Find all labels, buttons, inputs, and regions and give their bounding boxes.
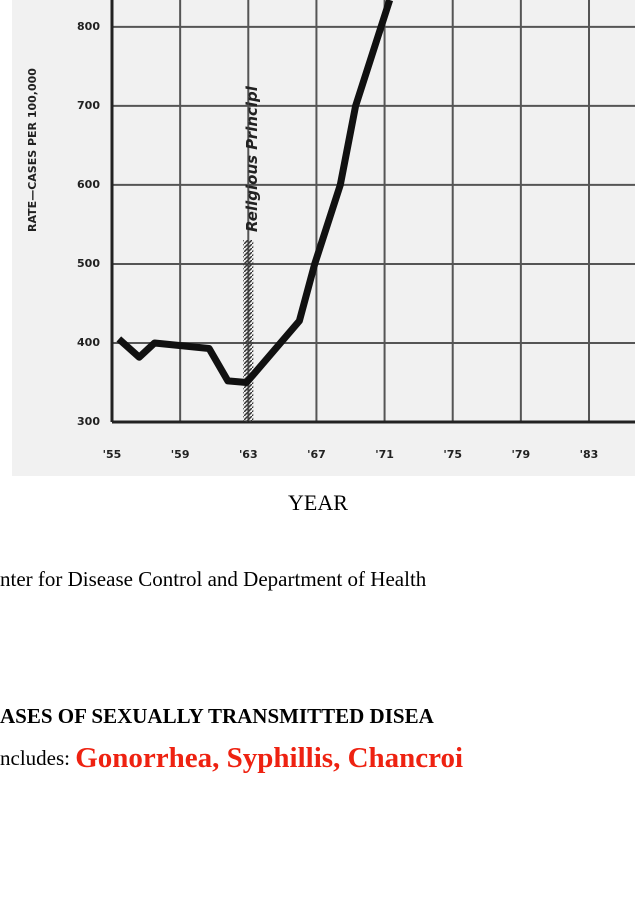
- x-tick-label: '63: [239, 448, 258, 461]
- data-line: [116, 0, 394, 386]
- x-tick-label: '67: [307, 448, 326, 461]
- includes-line: ncludes: Gonorrhea, Syphillis, Chancroi: [0, 742, 463, 774]
- y-tick-label: 800: [77, 20, 100, 33]
- y-tick-label: 400: [77, 336, 100, 349]
- x-axis-label: YEAR: [288, 490, 348, 515]
- y-tick-label: 700: [77, 99, 100, 112]
- x-tick-label: '75: [443, 448, 462, 461]
- x-tick-label: '59: [171, 448, 190, 461]
- y-tick-label: 300: [77, 415, 100, 428]
- y-tick-label: 600: [77, 178, 100, 191]
- heading: ASES OF SEXUALLY TRANSMITTED DISEA: [0, 704, 435, 728]
- annotation-text: Religious Principl: [243, 85, 261, 232]
- plot: [116, 0, 394, 386]
- x-tick-label: '79: [512, 448, 531, 461]
- y-axis-label: RATE—CASES PER 100,000: [26, 68, 39, 232]
- x-tick-label: '55: [103, 448, 122, 461]
- y-tick-label: 500: [77, 257, 100, 270]
- chart: 300 400 500 600 700 800 '55 '59 '63 '67 '71 '75 '79 '…: [26, 0, 635, 461]
- includes-list: Gonorrhea, Syphillis, Chancroi: [75, 742, 463, 774]
- x-tick-label: '71: [375, 448, 394, 461]
- includes-label: ncludes:: [0, 746, 75, 770]
- annotation-bar: [243, 240, 254, 422]
- x-tick-label: '83: [580, 448, 599, 461]
- caption: nter for Disease Control and Department …: [0, 567, 427, 591]
